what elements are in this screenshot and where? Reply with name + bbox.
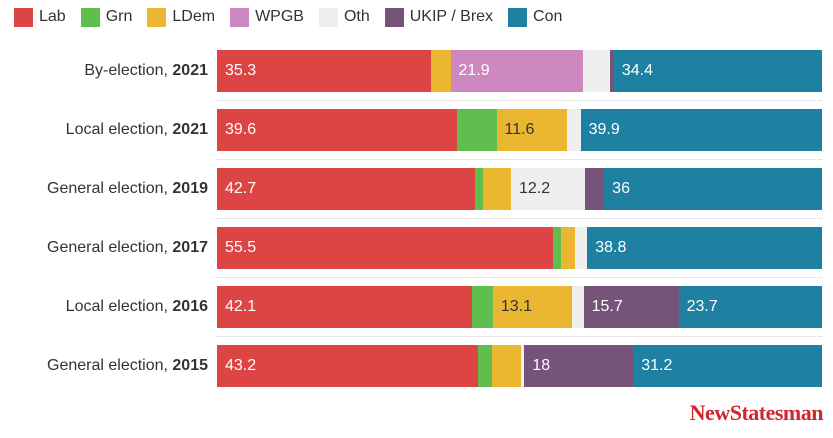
data-label: 36 [612, 180, 630, 197]
stacked-bar: 42.7 12.2 36 [217, 168, 822, 210]
category-label: General election, 2017 [47, 239, 208, 256]
bar-segment-con: 23.7 [678, 286, 822, 328]
legend-item-grn: Grn [80, 7, 133, 27]
bar-segment-lab: 55.5 [217, 227, 553, 269]
category-label: General election, 2019 [47, 180, 208, 197]
row-separator [217, 277, 822, 278]
legend-label: UKIP / Brex [409, 8, 494, 25]
legend-item-con: Con [508, 7, 563, 27]
new-statesman-logo: NewStatesman [689, 400, 824, 425]
legend-label: LDem [172, 8, 216, 25]
bar-segment-ldem [430, 50, 451, 92]
bar-row: General election, 2017 55.5 38.8 [0, 227, 833, 269]
row-separator [217, 336, 822, 337]
bar-segment-oth [566, 109, 581, 151]
bar-segment-ldem [560, 227, 575, 269]
legend-item-lab: Lab [14, 7, 66, 27]
bar-segment-oth [572, 286, 584, 328]
data-label: 42.1 [225, 298, 257, 315]
stacked-bar: 43.2 18 31.2 [217, 345, 822, 387]
legend-swatch [230, 7, 250, 27]
data-label: 18 [532, 357, 551, 374]
stacked-bar: 42.1 13.1 15.7 23.7 [217, 286, 822, 328]
bar-row: General election, 2015 43.2 18 31.2 [0, 345, 833, 387]
bar-segment-lab: 43.2 [217, 345, 479, 387]
data-label: 55.5 [225, 239, 257, 256]
bar-segment-ldem [492, 345, 522, 387]
stacked-bar: 55.5 38.8 [217, 227, 822, 269]
bar-segment-grn [478, 345, 493, 387]
data-label: 43.2 [225, 357, 257, 374]
bar-segment-lab: 39.6 [217, 109, 457, 151]
legend-swatch [147, 7, 167, 27]
data-label: 39.6 [225, 121, 257, 138]
bar-segment-oth [583, 50, 611, 92]
category-label: General election, 2015 [47, 357, 208, 374]
bar-segment-lab: 35.3 [217, 50, 431, 92]
data-label: 42.7 [225, 180, 257, 197]
bar-segment-grn [475, 168, 484, 210]
bar-segment-ldem [483, 168, 512, 210]
bar-segment-ukip-brex [610, 50, 614, 92]
bar-segment-ukip-brex: 18 [524, 345, 634, 387]
bar-segment-grn [471, 286, 493, 328]
data-label: 15.7 [591, 298, 623, 315]
bar-segment-grn [456, 109, 497, 151]
row-separator [217, 218, 822, 219]
legend-label: Oth [343, 8, 370, 25]
bar-segment-ldem: 13.1 [492, 286, 573, 328]
category-label: Local election, 2016 [65, 298, 208, 315]
bar-segment-con: 31.2 [633, 345, 822, 387]
data-label: 21.9 [458, 62, 490, 79]
legend-label: Lab [39, 8, 66, 25]
bar-segment-con: 39.9 [580, 109, 822, 151]
stacked-bar: 39.6 11.6 39.9 [217, 109, 822, 151]
legend-swatch [318, 7, 338, 27]
data-label: 11.6 [504, 121, 535, 138]
bar-row: General election, 2019 42.7 12.2 36 [0, 168, 833, 210]
stacked-bar: 35.3 21.9 34.4 [217, 50, 822, 92]
bar-segment-lab: 42.1 [217, 286, 472, 328]
bar-segment-oth: 12.2 [511, 168, 585, 210]
bar-segment-wpgb: 21.9 [450, 50, 583, 92]
legend-swatch [14, 7, 33, 27]
bar-segment-con: 38.8 [587, 227, 822, 269]
bar-segment-ukip-brex: 15.7 [583, 286, 679, 328]
legend-swatch [384, 7, 404, 27]
legend-swatch [508, 7, 528, 27]
data-label: 38.8 [595, 239, 627, 256]
category-label: By-election, 2021 [84, 62, 208, 79]
bar-segment-con: 34.4 [613, 50, 822, 92]
bar-segment-oth [521, 345, 525, 387]
bar-row: Local election, 2021 39.6 11.6 39.9 [0, 109, 833, 151]
row-separator [217, 159, 822, 160]
legend-item-wpgb: WPGB [230, 7, 304, 27]
legend-swatch [80, 7, 100, 27]
bar-row: Local election, 2016 42.1 13.1 15.7 23.7 [0, 286, 833, 328]
category-label: Local election, 2021 [65, 121, 208, 138]
data-label: 35.3 [225, 62, 257, 79]
legend: Lab Grn LDem WPGB Oth UKIP / Brex Con [14, 6, 577, 28]
bar-segment-ldem: 11.6 [496, 109, 567, 151]
row-separator [217, 100, 822, 101]
legend-label: Con [533, 8, 563, 25]
legend-item-ukip-brex: UKIP / Brex [384, 7, 494, 27]
bar-segment-grn [552, 227, 561, 269]
data-label: 31.2 [641, 357, 673, 374]
bar-segment-ukip-brex [584, 168, 605, 210]
bar-row: By-election, 2021 35.3 21.9 34.4 [0, 50, 833, 92]
data-label: 39.9 [588, 121, 620, 138]
data-label: 13.1 [500, 298, 533, 315]
data-label: 12.2 [519, 180, 551, 197]
bar-segment-lab: 42.7 [217, 168, 476, 210]
legend-item-ldem: LDem [147, 7, 216, 27]
legend-label: Grn [105, 8, 133, 25]
bar-segment-con: 36 [604, 168, 822, 210]
legend-label: WPGB [255, 8, 304, 25]
legend-item-oth: Oth [318, 7, 370, 27]
data-label: 34.4 [621, 62, 653, 79]
bar-segment-oth [574, 227, 588, 269]
data-label: 23.7 [686, 298, 718, 315]
